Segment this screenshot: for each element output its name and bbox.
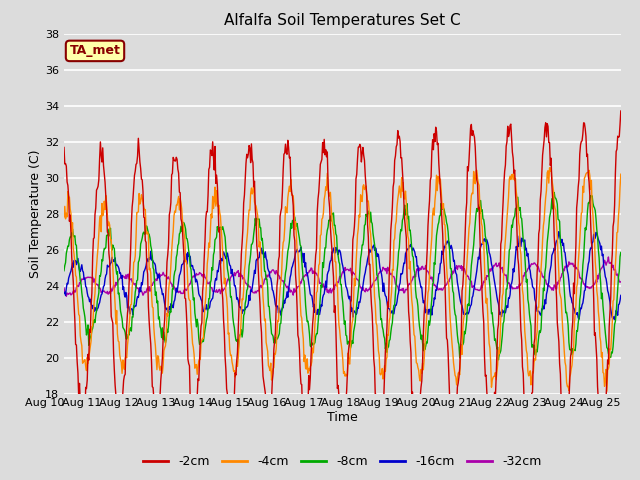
Text: TA_met: TA_met bbox=[70, 44, 120, 58]
X-axis label: Time: Time bbox=[327, 411, 358, 424]
Legend: -2cm, -4cm, -8cm, -16cm, -32cm: -2cm, -4cm, -8cm, -16cm, -32cm bbox=[138, 450, 547, 473]
Title: Alfalfa Soil Temperatures Set C: Alfalfa Soil Temperatures Set C bbox=[224, 13, 461, 28]
Y-axis label: Soil Temperature (C): Soil Temperature (C) bbox=[29, 149, 42, 278]
